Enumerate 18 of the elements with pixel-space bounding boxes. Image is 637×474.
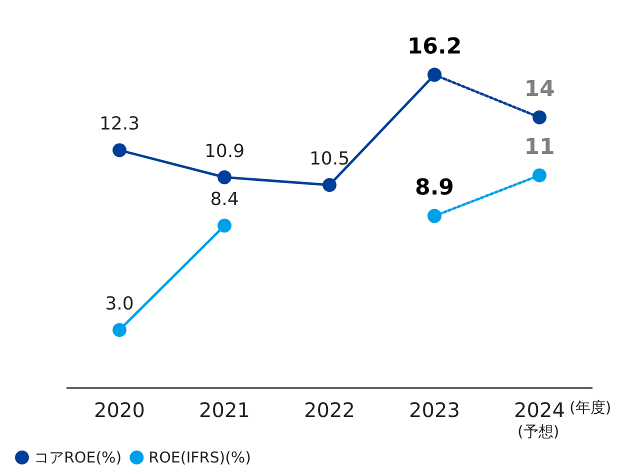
x-axis-title: (年度) [570, 398, 612, 416]
data-label: 8.4 [210, 189, 239, 210]
legend-label: コアROE(%) [34, 448, 122, 466]
data-label: 10.9 [204, 140, 245, 162]
data-label: 16.2 [407, 34, 462, 60]
data-label: 11 [524, 134, 555, 160]
data-label: 8.9 [415, 175, 454, 200]
x-tick-label: 2023 [409, 398, 460, 422]
x-tick-label: 2022 [304, 398, 355, 422]
data-label: 3.0 [105, 294, 134, 314]
x-tick-label: 2021 [199, 398, 250, 422]
x-tick-label: 2020 [94, 398, 145, 422]
data-label: 12.3 [99, 114, 140, 135]
data-label: 10.5 [309, 148, 350, 170]
text: (予想) [518, 422, 560, 440]
legend-label: ROE(IFRS)(%) [148, 448, 252, 466]
data-label: 14 [524, 76, 555, 102]
x-tick-label: 2024 [514, 398, 565, 422]
